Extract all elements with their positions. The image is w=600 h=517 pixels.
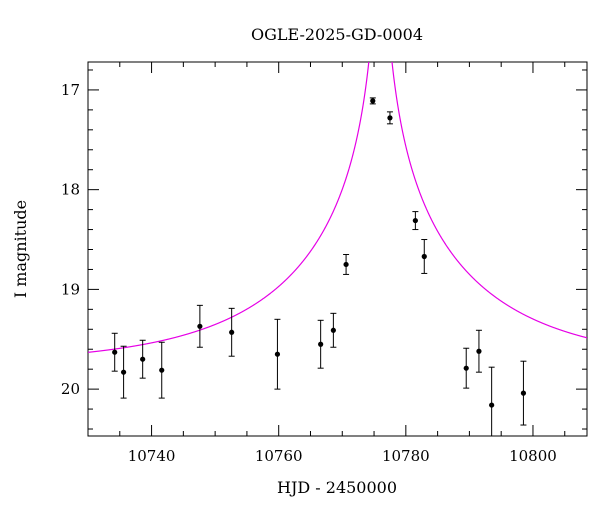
data-point-marker	[112, 349, 118, 355]
y-axis-title: I magnitude	[11, 200, 30, 298]
data-point	[475, 329, 482, 373]
data-point	[111, 332, 118, 372]
data-point	[120, 345, 127, 399]
data-point-marker	[229, 329, 235, 335]
model-layer	[88, 62, 587, 353]
data-point	[317, 319, 324, 369]
y-tick-label: 19	[61, 280, 80, 298]
data-point-marker	[387, 115, 393, 121]
x-tick-label: 10760	[255, 447, 303, 465]
data-point	[330, 312, 337, 348]
data-point	[158, 341, 165, 399]
y-tick-label: 18	[61, 181, 80, 199]
axis-tick-labels: 10740 10760 10780 10800 17 18 19 20	[61, 81, 557, 465]
data-point-marker	[421, 253, 427, 260]
data-point	[274, 318, 281, 390]
data-point	[369, 97, 376, 105]
x-tick-label: 10800	[509, 447, 557, 465]
data-point	[520, 360, 527, 426]
data-point-marker	[343, 261, 349, 268]
data-point-marker	[159, 367, 165, 373]
data-point	[421, 239, 428, 274]
chart-title: OGLE-2025-GD-0004	[251, 25, 423, 44]
data-point-marker	[330, 327, 336, 333]
data-point	[196, 304, 203, 348]
model-curve	[88, 62, 587, 353]
y-tick-label: 20	[61, 380, 80, 398]
data-point-marker	[274, 351, 281, 357]
y-tick-label: 17	[61, 81, 80, 99]
plot-frame	[87, 61, 588, 437]
x-tick-label: 10740	[128, 447, 176, 465]
data-points-layer	[111, 97, 527, 436]
data-point	[228, 307, 235, 357]
data-point-marker	[197, 323, 203, 329]
data-point-marker	[520, 390, 527, 396]
data-point-marker	[120, 369, 127, 375]
data-point-marker	[463, 365, 469, 371]
x-tick-label: 10780	[382, 447, 430, 465]
data-point-marker	[476, 348, 482, 354]
x-axis-title: HJD - 2450000	[277, 478, 397, 497]
axis-ticks	[87, 62, 587, 436]
data-point	[139, 339, 146, 379]
data-point-marker	[412, 217, 418, 224]
data-point-marker	[489, 402, 495, 408]
data-point	[386, 111, 393, 125]
data-point	[463, 347, 470, 389]
data-point	[343, 253, 350, 275]
data-point-marker	[318, 341, 324, 347]
data-point	[412, 211, 419, 231]
data-point-marker	[370, 98, 376, 104]
data-point	[488, 366, 495, 436]
data-point-marker	[140, 356, 146, 362]
